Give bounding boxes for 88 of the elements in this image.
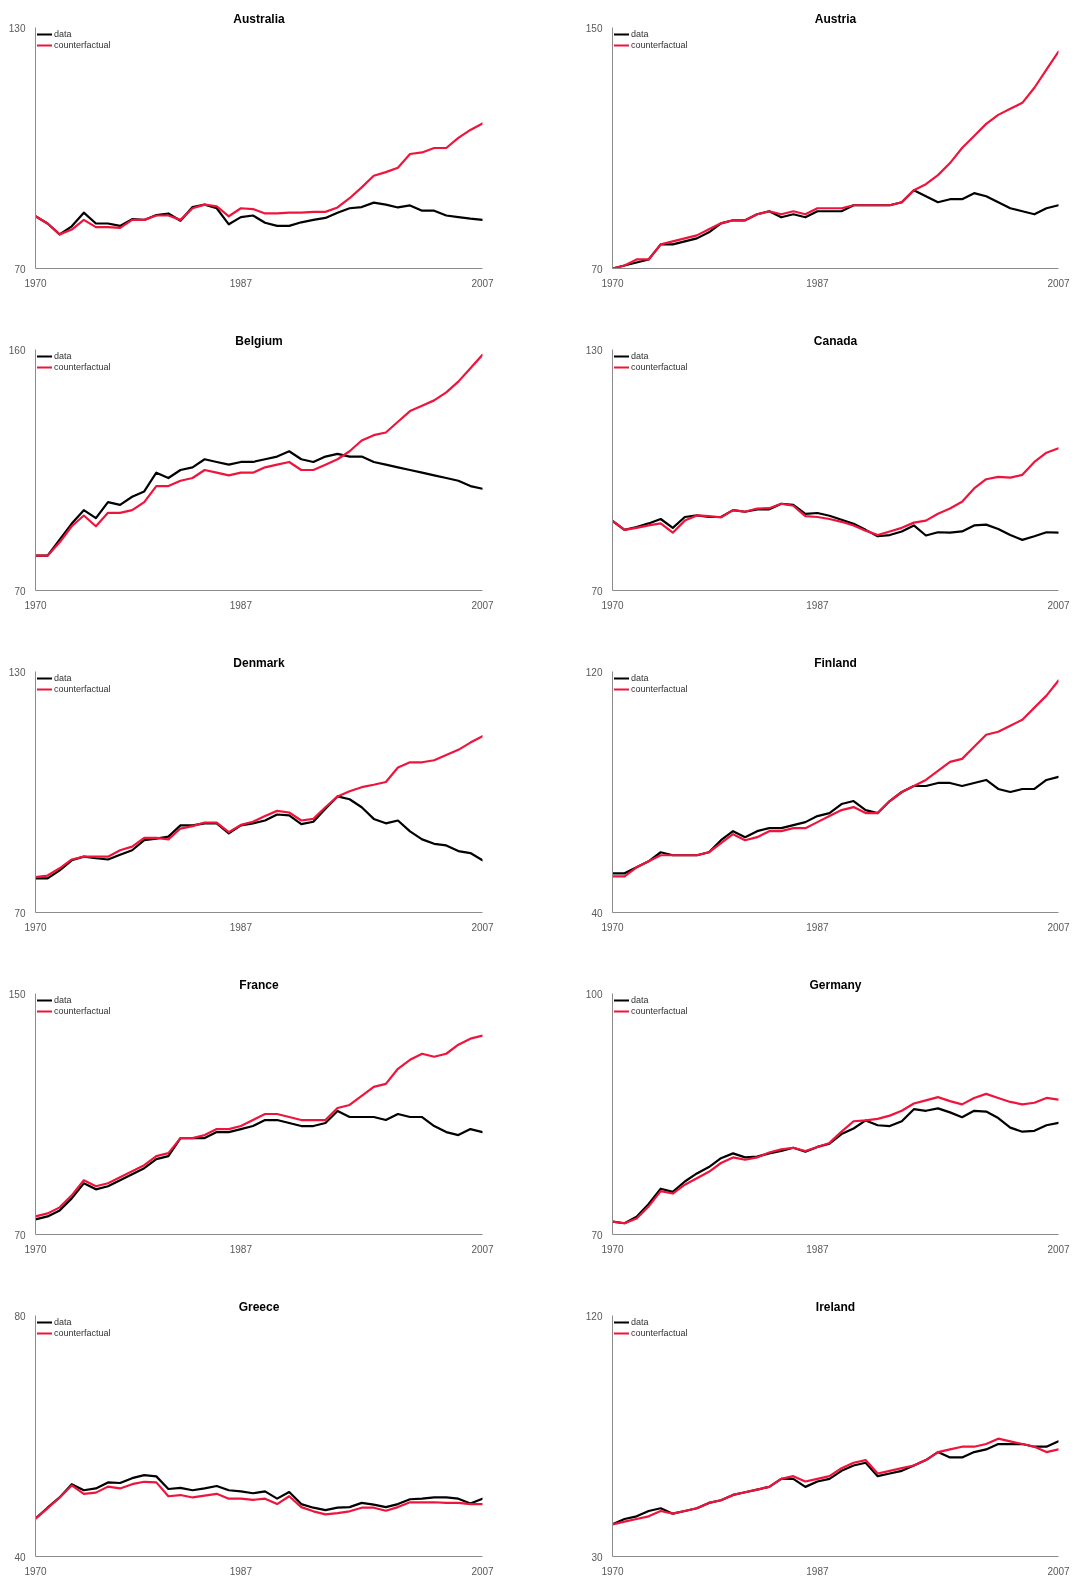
x-tick-label: 2007 [1047,277,1071,289]
line-series [35,353,483,557]
x-tick-label: 1970 [601,1243,625,1255]
x-tick-label: 1987 [806,1243,829,1255]
x-tick-label: 1987 [229,1565,253,1577]
chart-title: Ireland [815,1299,856,1314]
legend-label: counterfactual [631,684,688,694]
x-tick-label: 2007 [1047,921,1071,933]
y-tick-label: 70 [14,1229,26,1241]
x-tick-label: 1970 [24,921,48,933]
x-tick-label: 1970 [24,1565,48,1577]
chart-title: Finland [814,655,857,670]
y-tick-label: 70 [591,1229,603,1241]
y-tick-label: 120 [585,666,603,678]
x-tick-label: 1987 [806,1565,829,1577]
x-tick-label: 1970 [601,277,625,289]
x-tick-label: 2007 [471,277,495,289]
x-tick-label: 2007 [1047,1243,1071,1255]
y-tick-label: 160 [8,344,26,356]
legend-label: data [631,673,650,683]
x-tick-label: 2007 [471,1243,495,1255]
line-series [35,1034,483,1218]
legend-label: data [631,1317,650,1327]
x-tick-label: 2007 [1047,1565,1071,1577]
line-series [35,122,483,236]
legend-label: counterfactual [631,1006,688,1016]
x-tick-label: 1987 [806,277,829,289]
legend-label: data [631,995,650,1005]
chart-title: France [239,977,279,992]
legend-label: data [631,29,650,39]
x-tick-label: 1970 [24,1243,48,1255]
chart-title: Greece [238,1299,280,1314]
y-tick-label: 40 [591,907,603,919]
chart-title: Germany [809,977,862,992]
legend-label: counterfactual [54,1006,111,1016]
y-tick-label: 70 [591,263,603,275]
chart-title: Canada [813,333,858,348]
legend-label: data [54,673,73,683]
legend-label: counterfactual [631,362,688,372]
y-tick-label: 150 [8,988,26,1000]
legend-label: counterfactual [54,40,111,50]
legend-label: counterfactual [54,362,111,372]
chart-title: Austria [814,11,857,26]
y-tick-label: 70 [14,907,26,919]
x-tick-label: 1987 [229,277,253,289]
line-series [35,795,483,880]
x-tick-label: 1987 [806,921,829,933]
y-tick-label: 40 [14,1551,26,1563]
legend-label: data [54,1317,73,1327]
y-tick-label: 100 [585,988,603,1000]
legend-label: data [631,351,650,361]
y-tick-label: 120 [585,1310,603,1322]
y-tick-label: 80 [14,1310,26,1322]
y-tick-label: 130 [8,666,26,678]
x-tick-label: 2007 [471,1565,495,1577]
legend-label: counterfactual [631,1328,688,1338]
y-tick-label: 130 [8,22,26,34]
chart-title: Australia [233,11,285,26]
x-tick-label: 1970 [601,921,625,933]
y-tick-label: 70 [14,263,26,275]
x-tick-label: 1970 [24,599,48,611]
x-tick-label: 2007 [471,599,495,611]
legend-label: counterfactual [54,1328,111,1338]
legend-label: counterfactual [631,40,688,50]
x-tick-label: 1970 [601,1565,625,1577]
x-tick-label: 1970 [601,599,625,611]
y-tick-label: 30 [591,1551,603,1563]
x-tick-label: 1987 [229,1243,253,1255]
x-tick-label: 2007 [471,921,495,933]
y-tick-label: 130 [585,344,603,356]
x-tick-label: 1987 [229,921,253,933]
x-tick-label: 1987 [229,599,253,611]
legend-label: data [54,351,73,361]
legend-label: data [54,995,73,1005]
x-tick-label: 2007 [1047,599,1071,611]
line-series [35,735,483,879]
chart-title: Denmark [233,655,285,670]
chart-title: Belgium [235,333,283,348]
line-series [612,679,1059,878]
y-tick-label: 70 [591,585,603,597]
line-series [35,1109,483,1221]
x-tick-label: 1987 [806,599,829,611]
x-tick-label: 1970 [24,277,48,289]
legend-label: data [54,29,73,39]
line-series [612,447,1059,537]
y-tick-label: 150 [585,22,603,34]
legend-label: counterfactual [54,684,111,694]
y-tick-label: 70 [14,585,26,597]
